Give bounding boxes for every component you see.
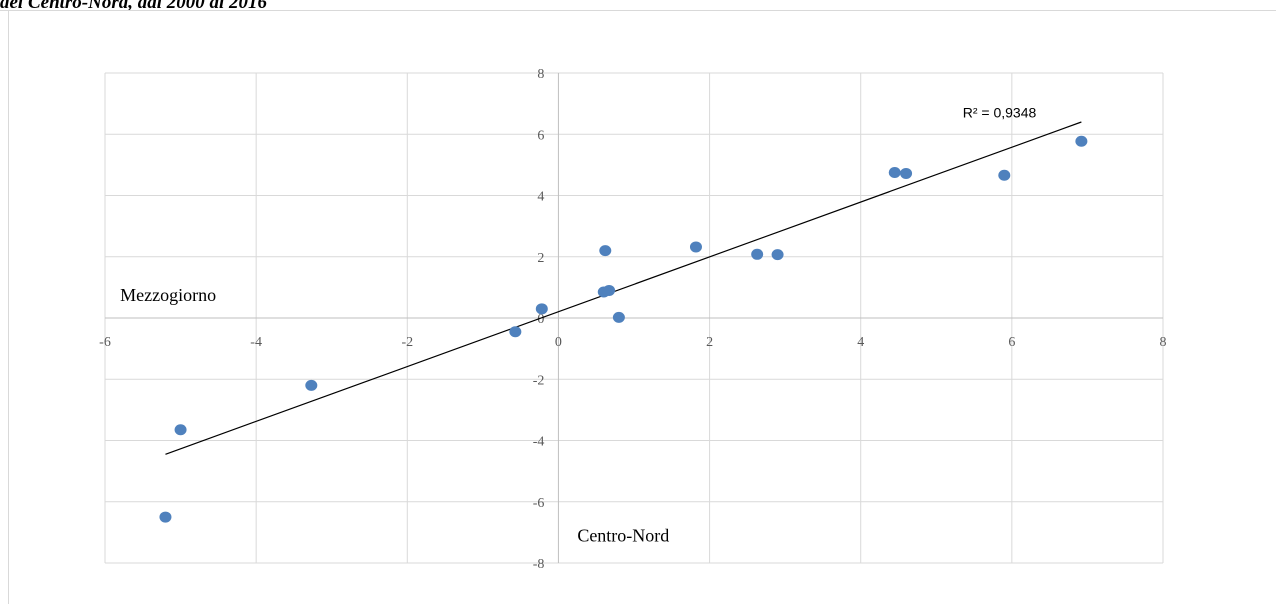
x-tick-label: 0	[555, 335, 562, 350]
x-tick-label: 4	[857, 335, 864, 350]
data-point	[689, 241, 702, 253]
x-tick-label: -2	[401, 335, 413, 350]
y-tick-label: -4	[533, 435, 545, 450]
data-point	[751, 248, 764, 260]
r-squared-label: R² = 0,9348	[963, 104, 1037, 120]
frame-border-left	[8, 10, 9, 604]
x-tick-label: 2	[706, 335, 713, 350]
y-tick-label: -8	[533, 557, 545, 572]
x-tick-label: 8	[1160, 335, 1167, 350]
y-tick-label: -6	[533, 496, 545, 511]
data-point	[509, 326, 522, 338]
y-tick-label: 4	[537, 190, 544, 205]
y-tick-label: 8	[537, 67, 544, 82]
grid-lines	[104, 72, 1164, 564]
annotation-mezzogiorno: Mezzogiorno	[120, 285, 216, 305]
data-point	[159, 511, 172, 523]
y-tick-label: 2	[537, 251, 544, 266]
y-tick-label: -2	[533, 373, 545, 388]
data-point	[305, 379, 318, 391]
x-tick-label: -6	[99, 335, 111, 350]
tick-labels: -6 -4 -2 0 2 4 6 8 -8 -6 -4 -2 0 2 4 6 8	[99, 67, 1166, 572]
data-point	[603, 284, 616, 296]
page-title: del Centro-Nord, dal 2000 al 2016	[0, 0, 268, 13]
axes	[105, 73, 1163, 563]
frame-border-top	[0, 10, 1276, 11]
data-point	[1075, 135, 1088, 147]
y-tick-label: 0	[537, 312, 544, 327]
data-point	[900, 167, 913, 179]
data-point	[998, 169, 1011, 181]
x-tick-label: 6	[1008, 335, 1015, 350]
data-point	[174, 424, 187, 436]
y-tick-label: 6	[537, 128, 544, 143]
data-point	[535, 303, 548, 315]
data-point	[888, 167, 901, 179]
data-point	[612, 311, 625, 323]
data-point	[771, 249, 784, 261]
annotations: Mezzogiorno Centro-Nord R² = 0,9348	[120, 104, 1036, 545]
data-points	[159, 135, 1088, 523]
data-point	[599, 245, 612, 257]
trendline-group	[165, 121, 1082, 455]
annotation-centro-nord: Centro-Nord	[577, 526, 669, 546]
trendline	[165, 121, 1082, 455]
x-tick-label: -4	[250, 335, 262, 350]
